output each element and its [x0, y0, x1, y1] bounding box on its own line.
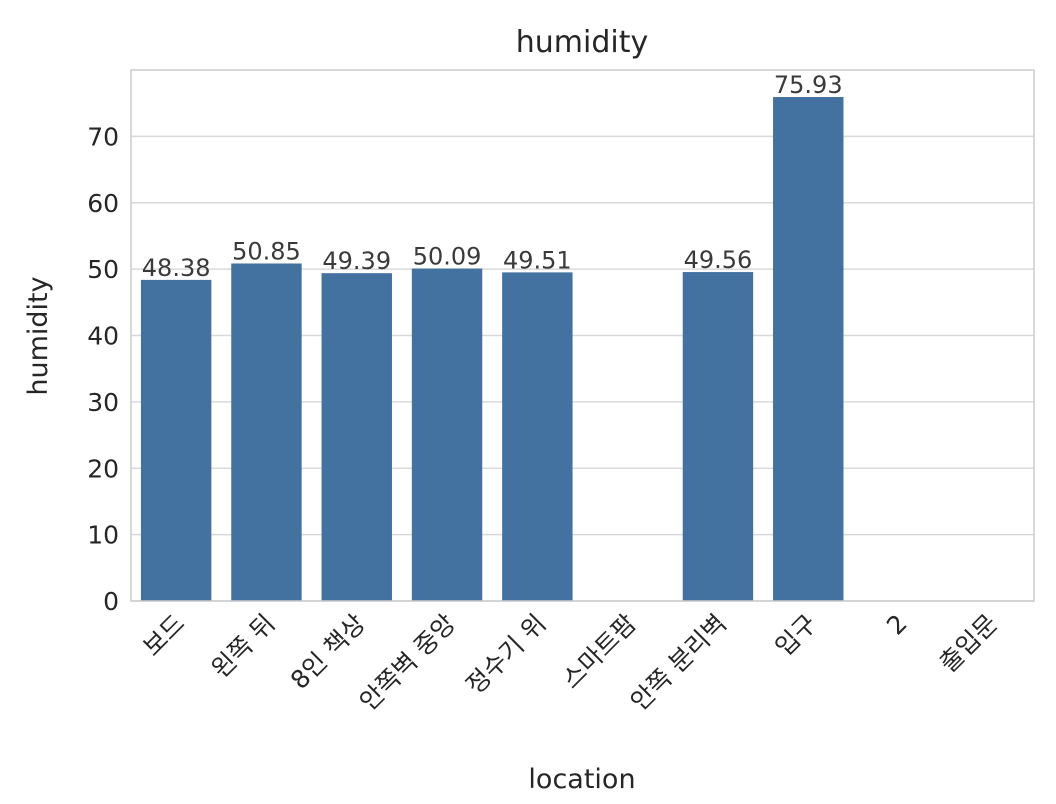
bar-value-labels: 48.38 50.85 49.39 50.09 49.51 49.56 75.93 [142, 71, 843, 282]
bar-value-label: 49.56 [684, 246, 753, 274]
bar [231, 263, 302, 601]
x-tick-label: 왼쪽 뒤 [206, 609, 281, 684]
x-tick-label: 2 [881, 609, 913, 641]
y-tick-label: 70 [87, 122, 119, 151]
y-tick-label: 20 [87, 454, 119, 483]
bar [411, 268, 483, 601]
bar-value-label: 49.51 [503, 246, 572, 274]
y-tick-label: 50 [87, 255, 119, 284]
x-tick-label: 입구 [769, 609, 822, 662]
bar-value-label: 50.85 [232, 237, 301, 265]
bars [140, 97, 844, 602]
y-tick-label: 30 [87, 388, 119, 417]
y-axis-ticks: 0 10 20 30 40 50 60 70 [87, 122, 119, 616]
bar [502, 272, 573, 601]
y-tick-label: 0 [103, 587, 119, 616]
x-tick-label: 안쪽벽 중앙 [354, 609, 461, 716]
chart-title: humidity [516, 25, 648, 60]
x-tick-label: 보드 [137, 609, 190, 662]
y-tick-label: 40 [87, 322, 119, 351]
plot-frame [130, 69, 1035, 602]
x-tick-label: 8인 책상 [285, 609, 371, 695]
bar [321, 273, 392, 601]
x-tick-label: 스마트팜 [556, 609, 642, 695]
bar [773, 97, 844, 602]
x-tick-label: 안쪽 분리벽 [625, 609, 732, 716]
bar [140, 279, 212, 601]
y-axis-label: humidity [23, 276, 54, 395]
x-tick-label: 출입문 [934, 609, 1003, 678]
y-tick-label: 60 [87, 189, 119, 218]
y-tick-label: 10 [87, 521, 119, 550]
bar-value-label: 49.39 [322, 247, 391, 275]
bar-value-label: 50.09 [413, 243, 482, 271]
bar-value-label: 75.93 [774, 71, 843, 99]
x-axis-label: location [528, 764, 635, 795]
bar [682, 272, 754, 601]
bar-value-label: 48.38 [142, 254, 211, 282]
x-tick-label: 정수기 위 [460, 609, 551, 700]
